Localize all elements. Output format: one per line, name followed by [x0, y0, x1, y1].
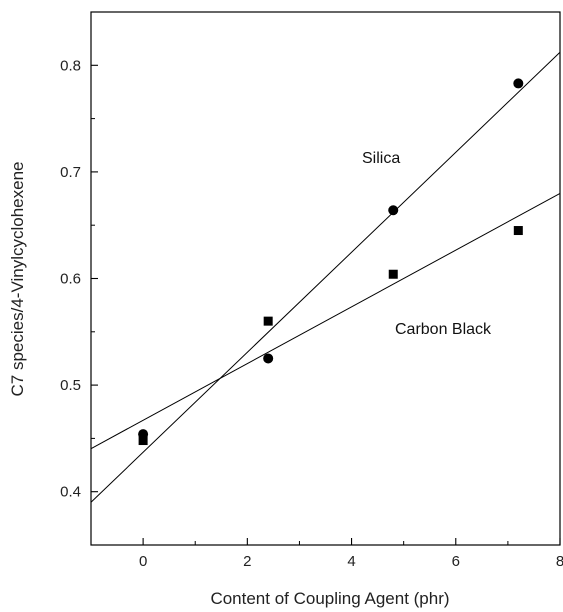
point-silica	[513, 78, 524, 89]
fit-lines	[90, 51, 561, 503]
point-silica	[263, 353, 274, 364]
point-carbon-black	[138, 436, 148, 446]
x-tick-label: 4	[347, 553, 355, 570]
tick-labels: 0 2 4 6 8 0.4 0.5 0.6 0.7 0.8	[60, 57, 563, 570]
annotation-carbon-black: Carbon Black	[395, 321, 492, 338]
y-axis-title: C7 species/4-Vinylcyclohexene	[8, 162, 27, 397]
x-tick-label: 0	[139, 553, 147, 570]
x-tick-label: 2	[243, 553, 251, 570]
point-carbon-black	[388, 269, 398, 279]
x-axis-title: Content of Coupling Agent (phr)	[210, 589, 449, 608]
fit-line-carbon-black	[90, 192, 561, 450]
y-tick-label: 0.6	[60, 271, 81, 288]
y-tick-label: 0.7	[60, 164, 81, 181]
plot-frame	[90, 11, 561, 546]
y-tick-label: 0.8	[60, 57, 81, 74]
y-tick-label: 0.4	[60, 484, 81, 501]
annotation-silica: Silica	[362, 150, 400, 167]
point-carbon-black	[263, 316, 273, 326]
axis-ticks	[90, 11, 561, 546]
y-tick-label: 0.5	[60, 377, 81, 394]
x-tick-label: 8	[556, 553, 563, 570]
fit-line-silica	[90, 51, 561, 503]
x-tick-label: 6	[452, 553, 460, 570]
point-carbon-black	[513, 226, 523, 236]
data-points	[138, 78, 524, 446]
point-silica	[388, 205, 399, 216]
